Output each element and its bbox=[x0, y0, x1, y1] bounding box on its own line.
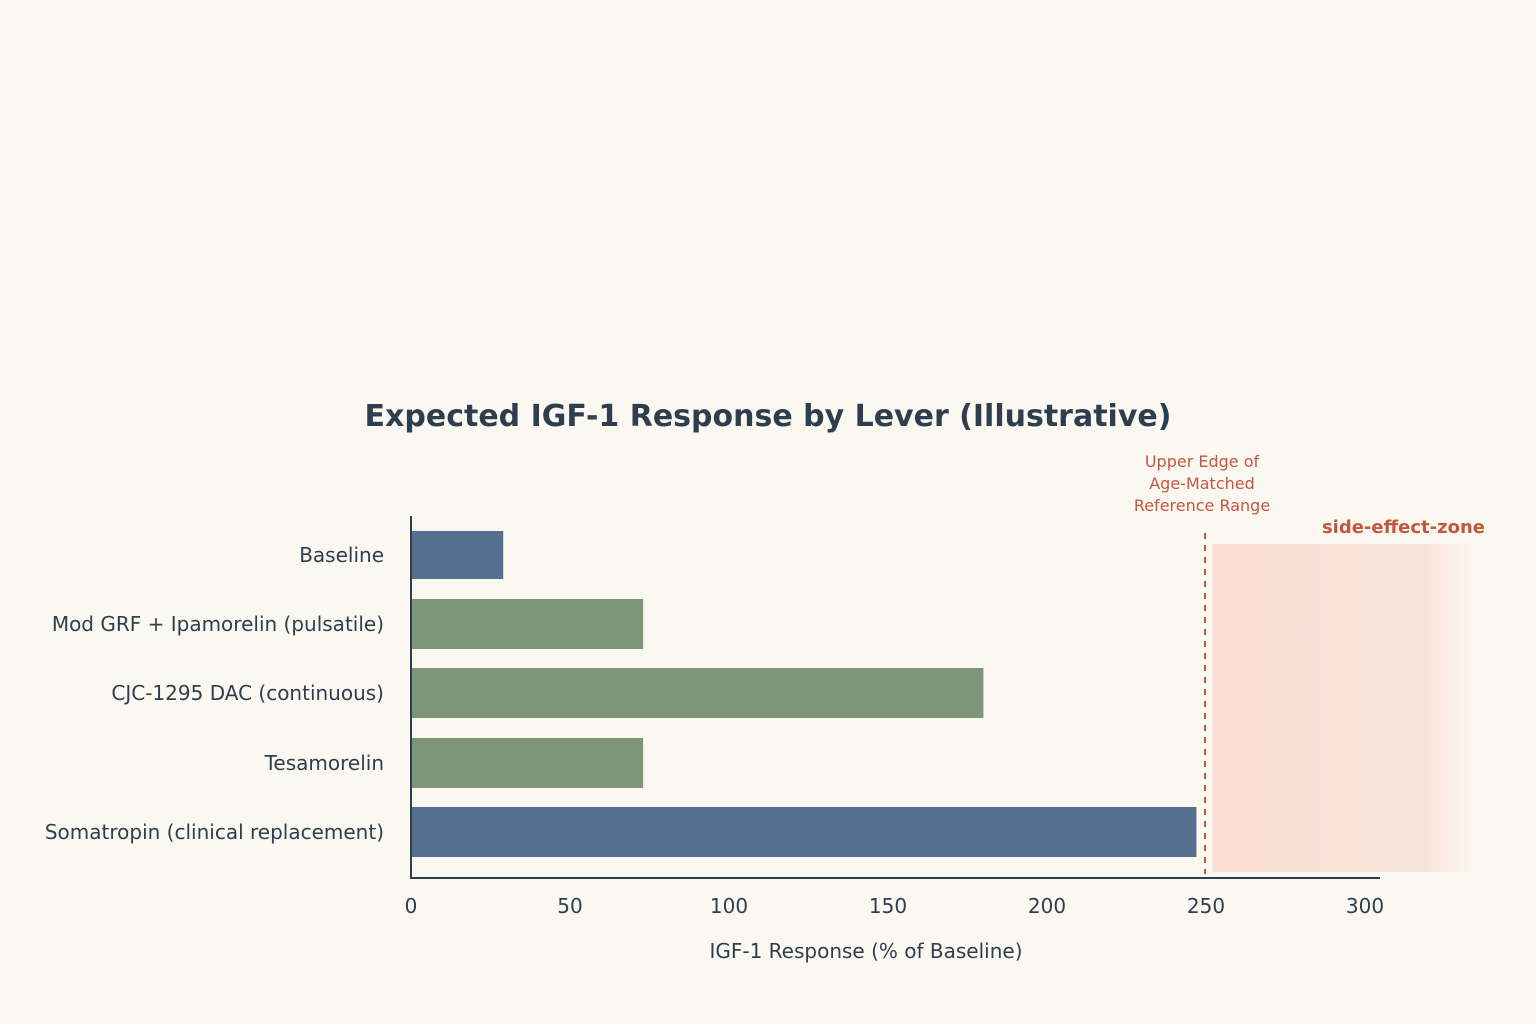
bar-4 bbox=[411, 807, 1197, 857]
x-tick-label-2: 100 bbox=[710, 894, 748, 918]
x-tick-label-5: 250 bbox=[1187, 894, 1225, 918]
reference-label-line-0: Upper Edge of bbox=[1145, 452, 1260, 471]
x-tick-label-1: 50 bbox=[557, 894, 582, 918]
x-tick-label-0: 0 bbox=[405, 894, 418, 918]
plot-area: side-effect-zone Baseline Mod GRF + Ipamor… bbox=[45, 452, 1485, 918]
chart-title: Expected IGF-1 Response by Lever (Illust… bbox=[365, 399, 1172, 434]
reference-label-line-1: Age-Matched bbox=[1149, 474, 1255, 493]
x-tick-label-4: 200 bbox=[1028, 894, 1066, 918]
category-label-0: Baseline bbox=[299, 543, 384, 567]
bar-3 bbox=[411, 738, 644, 788]
reference-label-line-2: Reference Range bbox=[1134, 496, 1270, 515]
x-tick-label-3: 150 bbox=[869, 894, 907, 918]
category-label-2: CJC-1295 DAC (continuous) bbox=[111, 681, 384, 705]
bar-2 bbox=[411, 668, 984, 718]
x-axis-title: IGF-1 Response (% of Baseline) bbox=[709, 939, 1022, 963]
side-effect-zone-band bbox=[1212, 544, 1477, 872]
side-effect-zone-label: side-effect-zone bbox=[1322, 517, 1485, 538]
category-label-1: Mod GRF + Ipamorelin (pulsatile) bbox=[52, 612, 384, 636]
x-tick-label-6: 300 bbox=[1346, 894, 1384, 918]
bar-0 bbox=[411, 531, 504, 579]
category-label-4: Somatropin (clinical replacement) bbox=[45, 820, 384, 844]
bar-1 bbox=[411, 599, 644, 649]
category-label-3: Tesamorelin bbox=[264, 751, 384, 775]
